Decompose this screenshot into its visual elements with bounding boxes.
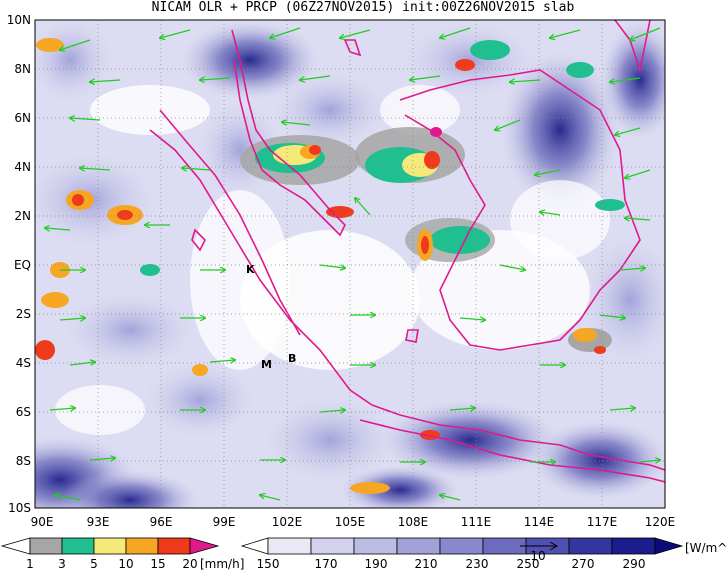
marker-k: K [246,263,255,276]
precip-bin-5 [157,537,191,555]
olr-label: 230 [466,557,489,571]
olr-label: 250 [517,557,540,571]
reference-vector-label: 10 [530,549,545,563]
lon-label: 120E [645,515,676,529]
olr-label: 150 [257,557,280,571]
lat-label: EQ [14,258,31,272]
precip-label: 3 [58,557,66,571]
lat-label: 4N [14,160,31,174]
precip-bin-3 [93,537,127,555]
lon-label: 90E [31,515,54,529]
olr-label: 170 [315,557,338,571]
precip-bin-2 [61,537,95,555]
lon-label: 105E [335,515,366,529]
precip-label: 1 [26,557,34,571]
olr-bin [482,537,527,555]
precip-field [35,38,625,494]
precip-colorbar: 1 3 5 10 15 20 [mm/h] [0,537,244,571]
olr-label: 270 [572,557,595,571]
lon-axis: 90E 93E 96E 99E 102E 105E 108E 111E 114E… [31,515,676,529]
lon-label: 96E [150,515,173,529]
lon-label: 114E [524,515,555,529]
olr-label: 210 [415,557,438,571]
wind-vectors [45,27,660,501]
precip-bin-0 [0,537,31,555]
precip-label: 5 [90,557,98,571]
reference-vector-head [549,541,559,551]
precip-bin-4 [125,537,159,555]
precip-bin-6 [189,537,220,555]
lat-axis: 10N 8N 6N 4N 2N EQ 2S 4S 6S 8S 10S [7,13,31,515]
olr-colorbar: 10 150 170 190 210 230 250 270 290 [W/m^… [240,537,726,571]
precip-label: 10 [118,557,133,571]
olr-unit: [W/m^2] [685,541,726,555]
precip-label: 15 [150,557,165,571]
precip-unit: [mm/h] [200,557,244,571]
lat-label: 8S [16,454,31,468]
lat-label: 4S [16,356,31,370]
lat-label: 10S [8,501,31,515]
olr-bin [310,537,355,555]
olr-bin [267,537,312,555]
olr-bin [439,537,484,555]
lat-label: 10N [7,13,31,27]
coastlines [149,20,665,483]
marker-b: B [288,352,296,365]
lon-label: 111E [461,515,492,529]
lat-label: 6S [16,405,31,419]
place-markers: K M B [246,263,296,371]
olr-field [35,20,665,508]
lat-label: 6N [14,111,31,125]
olr-bin [611,537,656,555]
plot-title: NICAM OLR + PRCP (06Z27NOV2015) init:00Z… [151,0,575,15]
lat-label: 2S [16,307,31,321]
olr-label: 190 [365,557,388,571]
marker-m: M [261,358,272,371]
lat-label: 2N [14,209,31,223]
lon-label: 117E [587,515,618,529]
graticule [35,20,665,508]
lon-label: 99E [213,515,236,529]
olr-bin [568,537,613,555]
precip-label: 20 [182,557,197,571]
olr-bin [654,537,684,555]
lon-label: 102E [272,515,303,529]
precip-bin-1 [29,537,63,555]
lon-label: 108E [398,515,429,529]
plot-frame [34,19,666,509]
olr-bin [353,537,398,555]
lat-label: 8N [14,62,31,76]
lon-label: 93E [87,515,110,529]
olr-bin [396,537,441,555]
olr-label: 290 [623,557,646,571]
olr-bin [240,537,269,555]
